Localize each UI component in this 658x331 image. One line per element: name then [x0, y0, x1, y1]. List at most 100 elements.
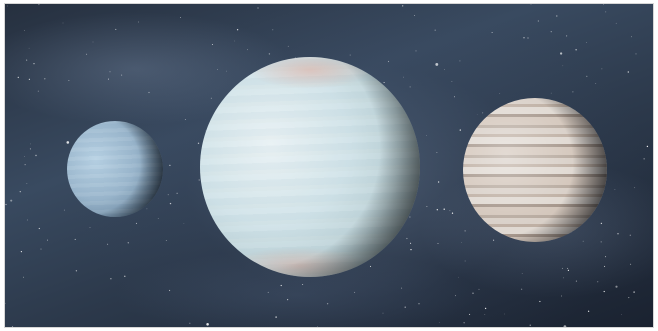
- star: [226, 70, 227, 72]
- star: [484, 307, 487, 310]
- star: [89, 227, 91, 228]
- star: [210, 97, 212, 99]
- star: [582, 240, 584, 242]
- star: [575, 280, 577, 282]
- star: [504, 313, 505, 315]
- star: [167, 194, 169, 196]
- star: [92, 41, 94, 43]
- star: [629, 234, 631, 236]
- star: [17, 76, 19, 79]
- star: [521, 273, 523, 274]
- star: [287, 299, 289, 301]
- small-blue-planet: [67, 121, 163, 217]
- image-frame: [4, 3, 654, 328]
- star: [472, 292, 474, 294]
- star: [272, 29, 274, 31]
- star: [482, 112, 484, 114]
- star: [268, 53, 271, 55]
- star: [28, 78, 30, 80]
- star: [369, 265, 372, 267]
- star: [461, 242, 462, 243]
- star: [66, 141, 70, 144]
- star: [217, 69, 218, 70]
- star: [615, 22, 617, 24]
- star: [189, 322, 191, 324]
- planet-shadow: [463, 98, 607, 242]
- large-pale-cyan-planet: [200, 57, 420, 277]
- star: [86, 53, 88, 55]
- star: [464, 230, 466, 232]
- star: [169, 289, 171, 292]
- star: [33, 63, 35, 65]
- star: [169, 202, 172, 205]
- star: [491, 32, 493, 34]
- star: [434, 29, 436, 31]
- star: [621, 313, 622, 315]
- star: [406, 237, 408, 240]
- star: [206, 323, 209, 326]
- star: [436, 209, 438, 211]
- star: [10, 199, 13, 202]
- star: [287, 45, 289, 47]
- star: [575, 49, 577, 51]
- star: [74, 238, 76, 240]
- star: [247, 49, 248, 51]
- star: [459, 129, 461, 131]
- star: [138, 21, 139, 23]
- star: [176, 192, 178, 194]
- star: [24, 164, 26, 166]
- space-background: [5, 4, 653, 327]
- star: [559, 52, 563, 55]
- star: [47, 239, 48, 241]
- star: [109, 71, 111, 73]
- star: [614, 189, 616, 190]
- star: [275, 316, 277, 318]
- star: [566, 35, 568, 37]
- star: [257, 7, 259, 9]
- star: [146, 208, 148, 210]
- star: [539, 300, 541, 303]
- star: [587, 310, 590, 312]
- banded-tan-planet: [463, 98, 607, 242]
- star: [643, 158, 645, 160]
- star: [453, 96, 455, 98]
- star: [615, 285, 618, 288]
- star: [302, 283, 304, 286]
- star: [463, 322, 465, 324]
- star: [29, 148, 31, 150]
- star: [414, 15, 415, 16]
- star: [597, 281, 599, 283]
- star: [426, 135, 427, 136]
- star: [459, 60, 461, 62]
- star: [383, 81, 385, 84]
- star: [572, 91, 574, 93]
- star: [38, 227, 40, 230]
- star: [556, 15, 558, 17]
- star: [115, 28, 117, 30]
- star: [493, 239, 495, 241]
- star: [267, 291, 269, 293]
- star: [28, 47, 30, 49]
- star: [634, 187, 636, 189]
- star: [601, 68, 603, 70]
- planet-shadow: [200, 57, 420, 277]
- star: [529, 324, 531, 326]
- star: [26, 183, 28, 184]
- star: [127, 242, 129, 244]
- star: [148, 91, 150, 94]
- star: [211, 44, 213, 45]
- star: [24, 156, 25, 158]
- star: [410, 242, 412, 244]
- star: [627, 71, 629, 73]
- star: [605, 256, 607, 258]
- star: [631, 36, 633, 38]
- star: [523, 37, 525, 39]
- star: [5, 203, 7, 206]
- star: [605, 11, 607, 13]
- star: [444, 68, 445, 70]
- star: [469, 313, 471, 315]
- star: [418, 303, 420, 305]
- star: [415, 50, 417, 52]
- star: [455, 295, 456, 297]
- star: [26, 59, 28, 61]
